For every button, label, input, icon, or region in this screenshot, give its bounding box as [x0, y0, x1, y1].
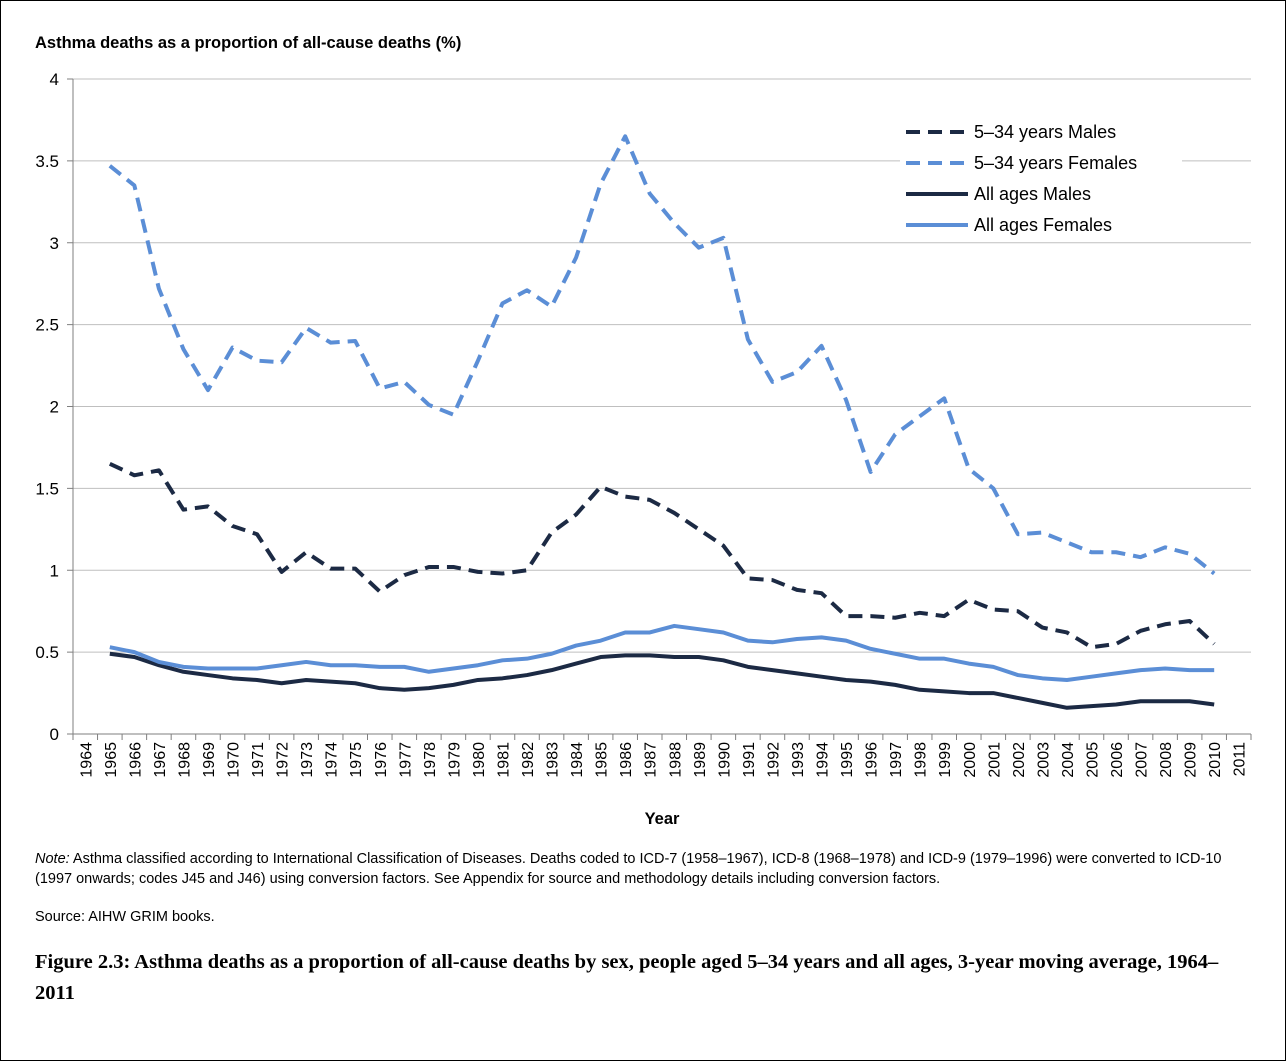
- x-tick-label: 1985: [594, 742, 611, 778]
- legend-label: All ages Males: [974, 184, 1091, 204]
- x-tick-label: 1996: [864, 742, 881, 778]
- x-tick-label: 1989: [692, 742, 709, 778]
- series-line: [109, 623, 1215, 682]
- chart: Asthma deaths as a proportion of all-cau…: [35, 34, 1252, 828]
- x-tick-label: 1982: [520, 742, 537, 778]
- y-tick-label: 1: [50, 561, 59, 580]
- note: Note: Asthma classified according to Int…: [35, 849, 1235, 889]
- y-tick-label: 4: [50, 70, 59, 89]
- x-tick-label: 1966: [127, 742, 144, 778]
- x-tick-label: 2011: [1232, 742, 1249, 777]
- series-line: [109, 651, 1215, 710]
- legend-background: [900, 119, 1182, 145]
- x-tick-label: 2009: [1183, 742, 1200, 778]
- x-tick-label: 1987: [643, 742, 660, 778]
- x-tick-label: 2005: [1084, 742, 1101, 778]
- x-tick-label: 1991: [741, 742, 758, 778]
- x-tick-label: 1995: [839, 742, 856, 778]
- legend-label: All ages Females: [974, 215, 1112, 235]
- x-tick-label: 1973: [299, 742, 316, 778]
- x-tick-label: 2010: [1207, 742, 1224, 778]
- y-tick-label: 2: [50, 398, 59, 417]
- x-tick-label: 1964: [78, 742, 95, 778]
- y-tick-label: 3: [50, 234, 59, 253]
- x-tick-label: 2001: [986, 742, 1003, 778]
- legend-label: 5–34 years Males: [974, 122, 1116, 142]
- x-tick-label: 2006: [1109, 742, 1126, 778]
- x-tick-label: 2003: [1035, 742, 1052, 778]
- x-tick-label: 1978: [422, 742, 439, 778]
- x-tick-label: 2000: [962, 742, 979, 778]
- x-tick-label: 1979: [446, 742, 463, 778]
- x-tick-label: 1965: [103, 742, 120, 778]
- note-label: Note:: [35, 851, 70, 867]
- x-tick-label: 1969: [201, 742, 218, 778]
- x-tick-label: 1993: [790, 742, 807, 778]
- x-tick-label: 1997: [888, 742, 905, 778]
- chart-title: Asthma deaths as a proportion of all-cau…: [35, 34, 461, 52]
- y-tick-label: 0: [50, 725, 59, 744]
- note-text: Asthma classified according to Internati…: [35, 851, 1222, 887]
- x-tick-label: 1972: [275, 742, 292, 778]
- x-tick-label: 1970: [226, 742, 243, 778]
- legend-label: 5–34 years Females: [974, 153, 1137, 173]
- x-tick-label: 2007: [1134, 742, 1151, 778]
- x-tick-label: 1976: [373, 742, 390, 778]
- x-tick-label: 2002: [1011, 742, 1028, 778]
- x-tick-label: 1971: [250, 742, 267, 778]
- x-tick-label: 1984: [569, 742, 586, 778]
- source: Source: AIHW GRIM books.: [35, 909, 215, 925]
- x-tick-label: 1974: [324, 742, 341, 778]
- x-tick-label: 1994: [815, 742, 832, 778]
- x-tick-label: 2008: [1158, 742, 1175, 778]
- x-tick-label: 1999: [937, 742, 954, 778]
- series-line: [108, 134, 1216, 576]
- x-tick-label: 1998: [913, 742, 930, 778]
- x-tick-label: 1990: [716, 742, 733, 778]
- x-tick-label: 1992: [765, 742, 782, 778]
- x-tick-label: 1986: [618, 742, 635, 778]
- x-axis-label: Year: [645, 810, 680, 828]
- x-tick-label: 1983: [545, 742, 562, 778]
- y-tick-label: 1.5: [35, 479, 59, 498]
- x-tick-label: 1977: [397, 742, 414, 778]
- x-tick-label: 2004: [1060, 742, 1077, 778]
- x-tick-label: 1968: [176, 742, 193, 778]
- y-tick-label: 3.5: [35, 152, 59, 171]
- caption: Figure 2.3: Asthma deaths as a proportio…: [35, 951, 1219, 1004]
- x-tick-label: 1988: [667, 742, 684, 778]
- series-line: [108, 462, 1216, 650]
- x-tick-label: 1980: [471, 742, 488, 778]
- legend-background: [900, 150, 1182, 176]
- y-tick-label: 0.5: [35, 643, 59, 662]
- x-tick-label: 1975: [348, 742, 365, 778]
- x-tick-label: 1967: [152, 742, 169, 778]
- y-tick-label: 2.5: [35, 316, 59, 335]
- x-tick-label: 1981: [495, 742, 512, 778]
